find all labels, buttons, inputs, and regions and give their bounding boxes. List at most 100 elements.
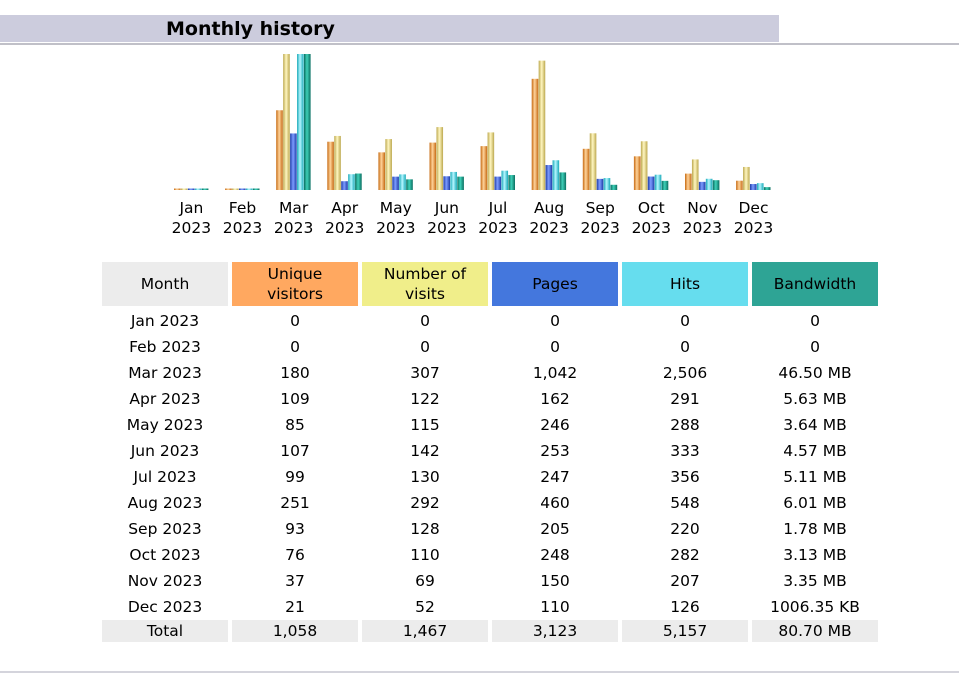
cell-bandwidth: 3.13 MB <box>783 546 847 564</box>
table-row: Jul 2023 99 130 247 356 5.11 MB <box>102 464 878 490</box>
header-hits: Hits <box>622 262 748 306</box>
bar-hits-apr <box>348 174 355 190</box>
x-tick-label-year: 2023 <box>223 219 262 237</box>
total-unique: 1,058 <box>232 620 358 642</box>
bar-number-of-visits-nov <box>691 159 699 190</box>
cell-unique: 109 <box>280 390 310 408</box>
cell-visits: 130 <box>410 468 440 486</box>
table-row: Jun 2023 107 142 253 333 4.57 MB <box>102 438 878 464</box>
bar-unique-visitors-feb <box>225 188 232 190</box>
x-tick-label-year: 2023 <box>427 219 466 237</box>
bar-hits-dec <box>756 183 764 190</box>
cell-unique: 0 <box>290 312 300 330</box>
bar-pages-oct <box>647 176 655 190</box>
bar-number-of-visits-sep <box>589 133 597 190</box>
header-number-of-visits: Number of visits <box>362 262 488 306</box>
bar-hits-may <box>399 174 406 190</box>
x-tick-label-year: 2023 <box>325 219 364 237</box>
x-tick-label-month: Mar <box>279 199 309 217</box>
monthly-history-chart: Jan 2023 Feb 2023 Mar 2023 Apr 2023 May 2023 Jun 20… <box>172 54 773 237</box>
table-row: May 2023 85 115 246 288 3.64 MB <box>102 412 878 438</box>
bar-pages-aug <box>545 165 553 190</box>
x-tick-label-month: Aug <box>534 199 564 217</box>
cell-month: Jan 2023 <box>130 312 200 330</box>
x-tick-label-year: 2023 <box>734 219 773 237</box>
bar-pages-may <box>392 176 399 190</box>
bar-bandwidth-mb-aug <box>559 172 567 190</box>
cell-unique: 180 <box>280 364 310 382</box>
header-hits-label: Hits <box>669 275 701 293</box>
x-tick-label-month: Oct <box>638 199 665 217</box>
x-tick-label-month: Sep <box>586 199 615 217</box>
table-row: Oct 2023 76 110 248 282 3.13 MB <box>102 542 878 568</box>
cell-bandwidth: 1006.35 KB <box>770 598 860 616</box>
cell-hits: 356 <box>670 468 700 486</box>
cell-pages: 110 <box>540 598 570 616</box>
cell-hits: 333 <box>670 442 700 460</box>
table-row: Dec 2023 21 52 110 126 1006.35 KB <box>102 594 878 620</box>
bar-bandwidth-mb-jul <box>508 175 515 190</box>
bar-hits-sep <box>603 178 611 190</box>
cell-month: Oct 2023 <box>129 546 201 564</box>
bar-bandwidth-mb-feb <box>252 188 260 190</box>
x-tick-label-year: 2023 <box>632 219 671 237</box>
cell-visits: 307 <box>410 364 440 382</box>
header-unique-line1: Unique <box>267 265 323 283</box>
bar-hits-jan <box>194 188 202 190</box>
cell-hits: 2,506 <box>662 364 708 382</box>
cell-pages: 460 <box>540 494 570 512</box>
table-row: Mar 2023 180 307 1,042 2,506 46.50 MB <box>102 360 878 386</box>
bar-number-of-visits-aug <box>538 60 546 190</box>
bar-bandwidth-mb-oct <box>661 180 669 190</box>
bar-number-of-visits-dec <box>743 166 750 190</box>
table-row: Jan 2023 0 0 0 0 0 <box>102 306 878 334</box>
bar-unique-visitors-apr <box>327 141 334 190</box>
bar-unique-visitors-may <box>378 152 385 190</box>
bar-number-of-visits-feb <box>232 188 239 190</box>
cell-bandwidth: 5.11 MB <box>783 468 847 486</box>
table-header-row: Month Unique visitors Number of visits Pag… <box>102 262 878 306</box>
cell-bandwidth: 0 <box>810 312 820 330</box>
x-tick-label-year: 2023 <box>529 219 568 237</box>
cell-month: Feb 2023 <box>129 338 201 356</box>
bar-pages-jul <box>494 176 502 190</box>
bar-pages-dec <box>750 184 757 190</box>
bar-number-of-visits-oct <box>640 141 648 190</box>
total-label: Total <box>102 620 228 642</box>
x-tick-label-year: 2023 <box>274 219 313 237</box>
x-tick-label-month: Jun <box>434 199 459 217</box>
bar-bandwidth-mb-mar <box>304 54 311 190</box>
bar-unique-visitors-jun <box>429 142 437 190</box>
cell-month: Dec 2023 <box>127 598 203 616</box>
bar-hits-jul <box>501 170 509 190</box>
bar-bandwidth-mb-jan <box>201 188 209 190</box>
section-title: Monthly history <box>166 18 335 40</box>
x-tick-label-month: Nov <box>687 199 717 217</box>
bar-pages-sep <box>596 178 604 190</box>
total-pages: 3,123 <box>492 620 618 642</box>
bar-number-of-visits-jan <box>180 188 188 190</box>
table-row: Feb 2023 0 0 0 0 0 <box>102 334 878 360</box>
bar-number-of-visits-jul <box>487 132 495 190</box>
bar-unique-visitors-aug <box>531 78 539 190</box>
header-visits-line1: Number of <box>383 265 467 283</box>
cell-month: Nov 2023 <box>127 572 203 590</box>
cell-visits: 292 <box>410 494 440 512</box>
bar-unique-visitors-mar <box>276 110 283 190</box>
cell-pages: 1,042 <box>532 364 578 382</box>
bar-number-of-visits-jun <box>436 127 444 190</box>
cell-unique: 76 <box>285 546 305 564</box>
cell-unique: 99 <box>285 468 305 486</box>
header-bandwidth-label: Bandwidth <box>773 275 857 293</box>
cell-hits: 548 <box>670 494 700 512</box>
cell-visits: 142 <box>410 442 440 460</box>
cell-pages: 247 <box>540 468 570 486</box>
bar-hits-jun <box>450 171 457 190</box>
bottom-divider <box>0 671 959 673</box>
total-bandwidth: 80.70 MB <box>752 620 878 642</box>
cell-month: Aug 2023 <box>127 494 203 512</box>
bar-number-of-visits-mar <box>283 54 290 190</box>
header-pages: Pages <box>492 262 618 306</box>
bar-pages-feb <box>239 188 246 190</box>
x-tick-label-month: Feb <box>229 199 256 217</box>
